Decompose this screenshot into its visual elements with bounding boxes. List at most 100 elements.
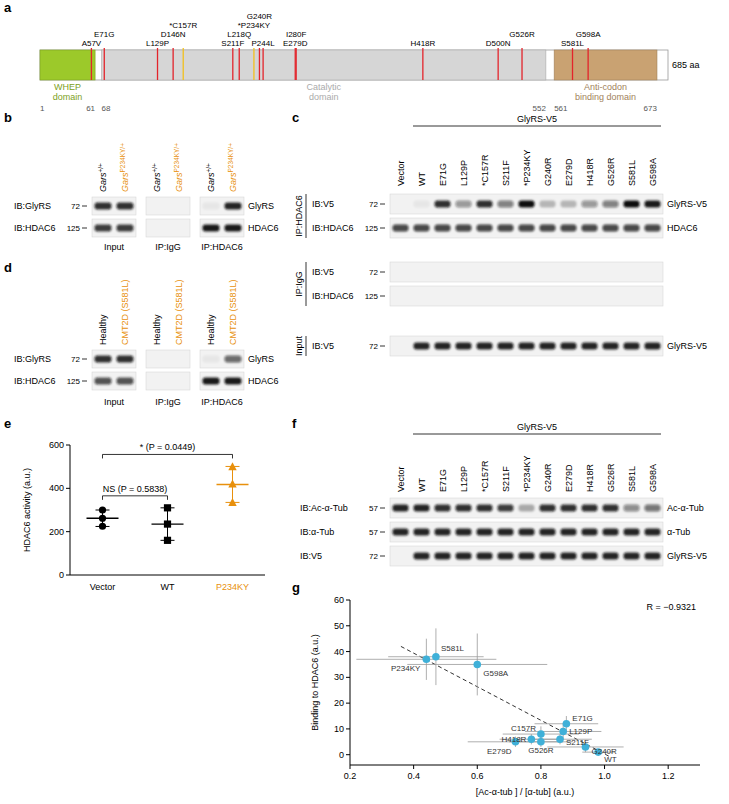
band <box>95 356 112 363</box>
lane-text: E279D <box>564 464 574 492</box>
point <box>164 537 171 544</box>
band <box>117 356 134 363</box>
row-label: IB:V5 <box>300 551 322 561</box>
band <box>414 505 430 512</box>
lane-label: GarsP234KY/+ <box>119 143 130 192</box>
lane-label: L129P <box>459 160 469 186</box>
lane-label: Vector <box>396 466 406 492</box>
band <box>498 553 514 560</box>
band <box>519 293 535 300</box>
correlation-label: R = −0.9321 <box>646 602 696 612</box>
lane-label: WT <box>417 478 427 492</box>
lane-label: Vector <box>396 160 406 186</box>
band <box>603 343 619 350</box>
band <box>498 343 514 350</box>
band <box>435 343 451 350</box>
lane-label: G526R <box>606 463 616 492</box>
lane-text: *C157R <box>480 154 490 186</box>
figure: abcdefg685 aaWHEPdomain161Catalyticdomai… <box>0 0 729 804</box>
marker-tick <box>380 228 385 229</box>
lane-label: S211F <box>501 160 511 186</box>
lane-text: Healthy <box>206 314 216 345</box>
lane-label: Healthy <box>152 314 162 345</box>
lane-sup: +/+ <box>205 163 212 173</box>
band <box>435 225 451 232</box>
band <box>117 203 134 210</box>
y-tick <box>66 488 70 489</box>
lane-label: Gars+/+ <box>205 163 216 192</box>
lane-label: *P234KY <box>522 149 532 186</box>
domain-name: Catalytic <box>306 82 341 92</box>
row-group-label: Input <box>294 335 304 356</box>
membrane <box>146 372 190 390</box>
band <box>95 203 112 210</box>
y-tick-label: 400 <box>49 483 64 493</box>
size-marker: 72 <box>369 200 378 209</box>
y-tick <box>66 445 70 446</box>
lane-label: Gars+/+ <box>151 163 162 192</box>
band <box>540 505 556 512</box>
lane-text: L129P <box>459 160 469 186</box>
lane-text: E279D <box>564 158 574 186</box>
sd-bar <box>161 508 175 540</box>
x-tick <box>604 765 605 769</box>
band <box>149 378 166 385</box>
lane-label: Healthy <box>206 314 216 345</box>
lane-label: E71G <box>438 469 448 492</box>
point <box>423 655 431 663</box>
domain-end: 673 <box>644 104 658 113</box>
marker-tick <box>82 359 87 360</box>
band <box>540 201 556 208</box>
point <box>228 498 236 506</box>
lane-text: CMT2D (S581L) <box>174 279 184 345</box>
band <box>582 343 598 350</box>
mutation-label: D500N <box>486 39 511 48</box>
band-label: GlyRS-V5 <box>667 341 707 351</box>
size-marker: 125 <box>67 377 81 386</box>
mutation-label: D146N <box>161 30 186 39</box>
band <box>456 225 472 232</box>
mutation-label: *C157R <box>169 21 197 30</box>
band <box>519 529 535 536</box>
lane-label: S581L <box>627 160 637 186</box>
x-tick-label: 1.0 <box>598 771 611 781</box>
row-label: IB:V5 <box>312 341 334 351</box>
band <box>603 293 619 300</box>
y-tick-label: 60 <box>334 595 344 605</box>
band <box>225 356 242 363</box>
band-label: Ac-α-Tub <box>667 503 704 513</box>
lane-text: Gars <box>174 172 184 192</box>
domain-start: 68 <box>102 104 111 113</box>
lane-label: G240R <box>543 463 553 492</box>
group-label: IP:HDAC6 <box>201 397 243 407</box>
marker-tick <box>380 532 385 533</box>
lane-label: WT <box>417 172 427 186</box>
point-label: S581L <box>441 644 465 653</box>
band <box>171 225 188 232</box>
band <box>561 225 577 232</box>
band <box>95 378 112 385</box>
band <box>519 553 535 560</box>
mutation-line <box>497 48 498 80</box>
lane-text: S211F <box>501 160 511 186</box>
mutation-line <box>296 48 297 80</box>
band <box>149 225 166 232</box>
band <box>624 269 640 276</box>
band <box>540 529 556 536</box>
domain-name: binding domain <box>575 92 636 102</box>
band <box>498 529 514 536</box>
row-label: IB:V5 <box>312 199 334 209</box>
domain-start: 1 <box>40 104 45 113</box>
band <box>645 505 661 512</box>
marker-tick <box>380 204 385 205</box>
x-axis <box>70 575 265 576</box>
band <box>203 203 220 210</box>
marker-tick <box>380 272 385 273</box>
x-tick <box>540 765 541 769</box>
panel-label: g <box>292 580 300 595</box>
lane-label: G240R <box>543 157 553 186</box>
lane-text: Gars <box>228 172 238 192</box>
band <box>456 529 472 536</box>
membrane <box>146 350 190 368</box>
plot-area <box>87 462 249 544</box>
